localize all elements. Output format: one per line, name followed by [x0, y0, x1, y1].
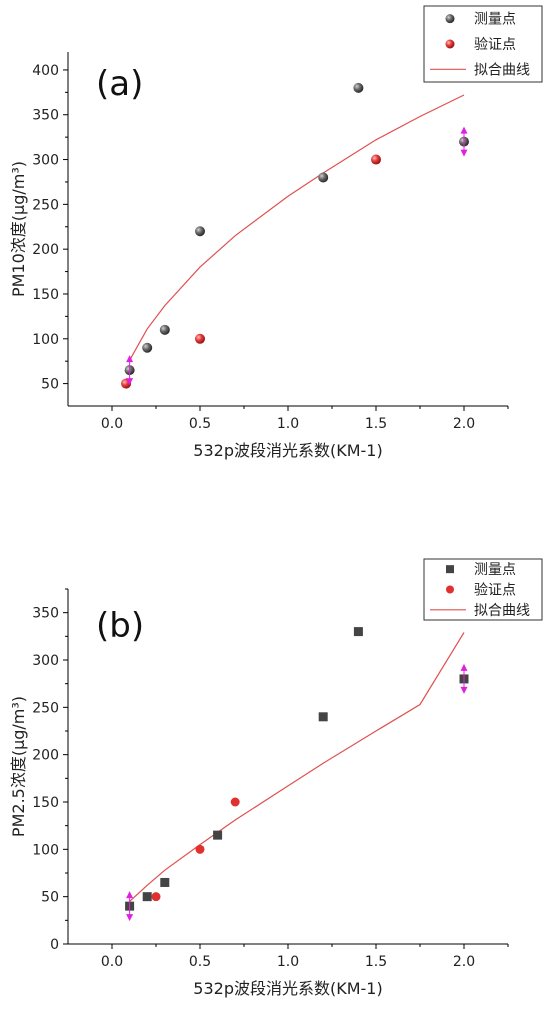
arrow-up-icon: [126, 891, 134, 899]
y-tick-label: 200: [32, 242, 59, 258]
y-tick-label: 350: [32, 108, 59, 124]
x-tick-label: 1.0: [277, 416, 299, 432]
legend-label: 验证点: [474, 583, 516, 599]
legend-sphere-swatch: [445, 39, 455, 49]
legend-label: 验证点: [474, 37, 516, 53]
legend-circle-swatch: [446, 585, 454, 594]
validation-point: [230, 797, 240, 807]
x-axis-title: 532p波段消光系数(KM-1): [193, 441, 382, 460]
y-axis-title: PM10浓度(μg/m³): [9, 161, 28, 297]
y-tick-label: 400: [32, 63, 59, 79]
legend-label: 拟合曲线: [474, 62, 530, 78]
y-tick-label: 200: [32, 748, 59, 764]
x-tick-label: 1.5: [365, 954, 387, 970]
error-arrow-marker: [126, 355, 134, 386]
y-tick-label: 50: [41, 890, 59, 906]
chart-panel-a: 0.0 0.5 1.0 1.5 2.0 50 100 150 200 250 300 350 400 53…: [9, 5, 543, 460]
arrow-down-icon: [126, 378, 134, 386]
arrow-up-icon: [460, 126, 468, 134]
panel-label: (b): [96, 606, 144, 646]
measured-point: [213, 830, 223, 840]
x-tick-label: 0.0: [101, 954, 123, 970]
y-tick-label: 100: [32, 842, 59, 858]
error-arrow-marker: [126, 891, 134, 922]
fit-curve: [129, 632, 465, 902]
measured-point: [142, 342, 153, 353]
validation-point: [195, 333, 205, 344]
legend-sphere-swatch: [445, 14, 455, 24]
arrow-down-icon: [460, 686, 468, 694]
y-tick-label: 250: [32, 197, 59, 213]
error-arrow-marker: [460, 126, 468, 157]
x-tick-label: 2.0: [453, 416, 475, 432]
y-tick-label: 100: [32, 332, 59, 348]
measured-point: [160, 877, 170, 887]
arrow-up-icon: [460, 663, 468, 671]
y-tick-label: 50: [41, 377, 59, 393]
measured-point: [318, 712, 328, 722]
panel-label: (a): [96, 64, 143, 104]
fit-curve: [129, 94, 465, 361]
x-tick-label: 0.0: [101, 416, 123, 432]
y-tick-label: 250: [32, 700, 59, 716]
x-tick-label: 0.5: [189, 954, 211, 970]
legend-label: 测量点: [474, 562, 516, 578]
legend-label: 测量点: [474, 12, 516, 28]
x-axis-title: 532p波段消光系数(KM-1): [193, 979, 382, 998]
y-tick-label: 300: [32, 653, 59, 669]
measured-point: [142, 892, 152, 902]
y-tick-label: 300: [32, 153, 59, 169]
y-tick-label: 0: [50, 937, 59, 953]
y-tick-label: 150: [32, 795, 59, 811]
x-tick-label: 0.5: [189, 416, 211, 432]
measured-point: [353, 627, 363, 637]
arrow-down-icon: [460, 149, 468, 157]
arrow-up-icon: [126, 355, 134, 363]
arrow-down-icon: [126, 914, 134, 922]
y-axis-title: PM2.5浓度(μg/m³): [9, 696, 28, 837]
y-tick-label: 150: [32, 287, 59, 303]
x-tick-label: 1.5: [365, 416, 387, 432]
x-tick-label: 2.0: [453, 954, 475, 970]
error-arrow-marker: [460, 663, 468, 694]
legend-square-swatch: [446, 565, 454, 574]
legend-label: 拟合曲线: [474, 603, 530, 619]
measured-point: [318, 172, 329, 183]
measured-point: [195, 226, 205, 237]
validation-point: [195, 844, 205, 854]
x-tick-label: 1.0: [277, 954, 299, 970]
chart-panel-b: 0.0 0.5 1.0 1.5 2.0 0 50 100 150 200 250 300 350 532p…: [9, 558, 543, 998]
validation-point: [371, 154, 381, 165]
y-tick-label: 350: [32, 606, 59, 622]
measured-point: [353, 82, 364, 93]
measured-point: [159, 324, 170, 335]
validation-point: [151, 892, 161, 902]
